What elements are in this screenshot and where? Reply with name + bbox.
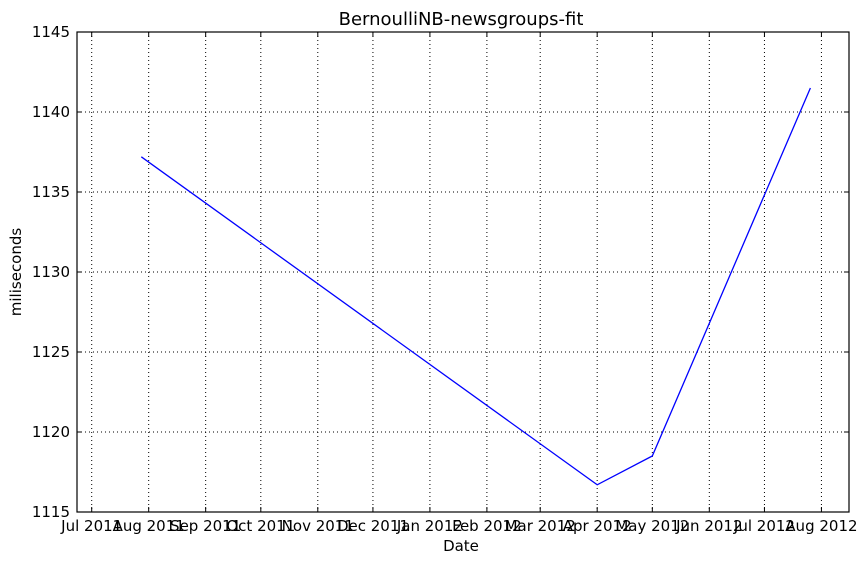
y-tick-label: 1125 bbox=[32, 343, 70, 361]
x-tick-label: Nov 2011 bbox=[282, 517, 354, 535]
x-tick-label: Dec 2011 bbox=[337, 517, 409, 535]
x-tick-label: Mar 2012 bbox=[505, 517, 576, 535]
y-tick-label: 1115 bbox=[32, 503, 70, 521]
y-tick-label: 1120 bbox=[32, 423, 70, 441]
series-line bbox=[140, 87, 811, 486]
x-tick-label: Apr 2012 bbox=[563, 517, 632, 535]
y-tick-label: 1135 bbox=[32, 183, 70, 201]
y-axis: 1115 1120 1125 1130 1135 1140 1145 bbox=[32, 23, 849, 521]
x-tick-label: Aug 2012 bbox=[785, 517, 857, 535]
x-tick-label: Jan 2012 bbox=[396, 517, 463, 535]
y-tick-label: 1140 bbox=[32, 103, 70, 121]
x-tick-label: Sep 2011 bbox=[170, 517, 241, 535]
chart-title: BernoulliNB-newsgroups-fit bbox=[339, 9, 584, 30]
x-tick-label: Jul 2011 bbox=[60, 517, 122, 535]
x-tick-label: Oct 2011 bbox=[226, 517, 295, 535]
grid bbox=[77, 31, 849, 513]
x-tick-label: Jul 2012 bbox=[733, 517, 795, 535]
x-tick-label: Aug 2011 bbox=[113, 517, 185, 535]
y-axis-label: miliseconds bbox=[7, 228, 25, 317]
y-tick-label: 1145 bbox=[32, 23, 70, 41]
x-tick-label: Jun 2012 bbox=[675, 517, 742, 535]
x-tick-label: Feb 2012 bbox=[452, 517, 522, 535]
x-tick-label: May 2012 bbox=[615, 517, 689, 535]
series-group bbox=[140, 87, 811, 486]
x-axis-label: Date bbox=[443, 537, 479, 555]
y-tick-label: 1130 bbox=[32, 263, 70, 281]
